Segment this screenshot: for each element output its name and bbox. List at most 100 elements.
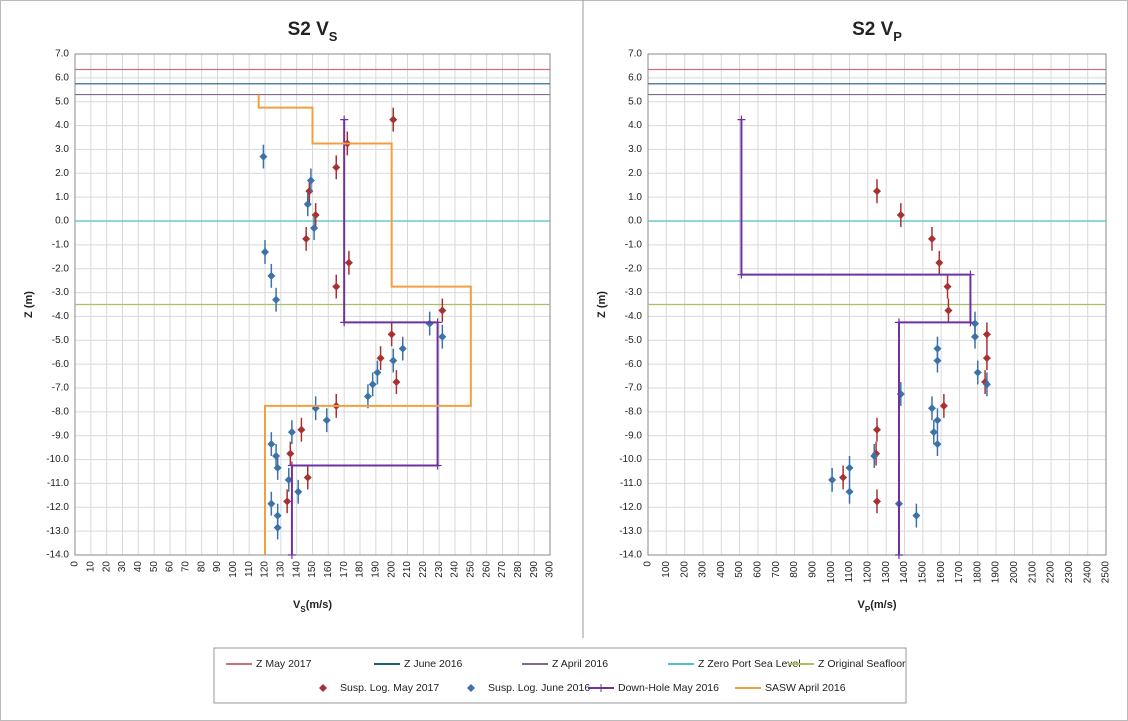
x-label-sub: S [300, 605, 306, 614]
y-tick-label: -2.0 [52, 263, 70, 274]
y-tick-label: 2.0 [55, 168, 69, 179]
y-tick-label: 1.0 [628, 192, 642, 203]
point [398, 344, 407, 353]
point [845, 487, 854, 496]
x-tick-label: 30 [117, 561, 128, 573]
point [297, 425, 306, 434]
x-tick-label: 1900 [991, 561, 1002, 584]
point [389, 356, 398, 365]
point [870, 451, 879, 460]
x-tick-label: 1300 [881, 561, 892, 584]
x-tick-label: 60 [165, 561, 176, 573]
x-tick-label: 260 [481, 561, 492, 578]
title-main: S2 V [288, 19, 330, 40]
point [273, 463, 282, 472]
point [267, 271, 276, 280]
vertex-marker [966, 270, 975, 279]
y-tick-label: -1.0 [52, 239, 70, 250]
point [273, 523, 282, 532]
point [344, 258, 353, 267]
y-axis-label: Z (m) [596, 291, 608, 318]
point [363, 392, 372, 401]
x-tick-label: 400 [716, 561, 727, 578]
point [438, 332, 447, 341]
point [306, 176, 315, 185]
point [438, 306, 447, 315]
y-tick-label: 4.0 [55, 120, 69, 131]
point [389, 115, 398, 124]
vertex-marker [737, 270, 746, 279]
legend-swatch [467, 684, 475, 692]
point [267, 440, 276, 449]
y-tick-label: -10.0 [619, 454, 642, 465]
x-tick-label: 200 [386, 561, 397, 578]
point [873, 425, 881, 434]
x-tick-label: 1200 [862, 561, 873, 584]
point [373, 368, 382, 377]
point [933, 416, 942, 425]
x-tick-label: 290 [529, 561, 540, 578]
vertex-marker [287, 551, 296, 559]
point [896, 211, 905, 220]
y-tick-label: 0.0 [628, 216, 642, 227]
point [873, 187, 881, 196]
x-tick-label: 500 [734, 561, 745, 578]
legend-label: Down-Hole May 2016 [618, 682, 719, 694]
x-tick-label: 300 [698, 561, 709, 578]
point [927, 234, 936, 243]
y-tick-label: -14.0 [46, 550, 69, 561]
y-axis-label: Z (m) [23, 291, 35, 318]
point [392, 378, 401, 387]
y-tick-label: -4.0 [625, 311, 643, 322]
y-tick-label: 7.0 [55, 49, 69, 60]
x-tick-label: 1700 [954, 561, 965, 584]
vertex-marker [340, 115, 349, 124]
legend-swatch [597, 684, 605, 692]
x-label-main: V [858, 599, 866, 611]
y-tick-label: -6.0 [52, 359, 70, 370]
point [933, 356, 942, 365]
point [322, 416, 331, 425]
point [302, 234, 311, 243]
legend-label: Z May 2017 [256, 658, 312, 670]
point [927, 404, 936, 413]
y-tick-label: -6.0 [625, 359, 643, 370]
x-tick-label: 1400 [899, 561, 910, 584]
point [303, 200, 312, 209]
vertex-marker [287, 461, 296, 470]
vertex-marker [433, 318, 442, 327]
x-tick-label: 240 [450, 561, 461, 578]
y-tick-label: 6.0 [55, 72, 69, 83]
point [259, 152, 268, 161]
y-tick-label: -11.0 [47, 478, 69, 489]
y-tick-label: -11.0 [620, 478, 642, 489]
y-tick-label: -14.0 [619, 550, 642, 561]
y-tick-label: 6.0 [628, 72, 642, 83]
vertex-marker [340, 318, 349, 327]
y-tick-label: 5.0 [55, 96, 69, 107]
title-main: S2 V [852, 19, 894, 40]
x-tick-label: 900 [808, 561, 819, 578]
x-tick-label: 700 [771, 561, 782, 578]
x-tick-label: 1000 [826, 561, 837, 584]
x-axis-label: VP(m/s) [858, 599, 897, 614]
y-tick-label: -1.0 [625, 239, 643, 250]
x-tick-label: 280 [513, 561, 524, 578]
y-tick-label: 3.0 [628, 144, 642, 155]
series-line [290, 119, 439, 555]
legend-label: Susp. Log. May 2017 [340, 682, 439, 694]
chart-title: S2 VS [288, 19, 338, 44]
y-tick-label: 4.0 [628, 120, 642, 131]
title-sub: S [329, 29, 338, 44]
point [973, 368, 982, 377]
x-tick-label: 210 [402, 561, 413, 578]
x-tick-label: 70 [180, 561, 191, 573]
vertex-marker [433, 461, 442, 470]
x-tick-label: 0 [643, 561, 654, 567]
x-tick-label: 170 [339, 561, 350, 578]
point [287, 428, 296, 437]
x-tick-label: 2300 [1064, 561, 1075, 584]
point [939, 401, 948, 410]
x-tick-label: 180 [355, 561, 366, 578]
